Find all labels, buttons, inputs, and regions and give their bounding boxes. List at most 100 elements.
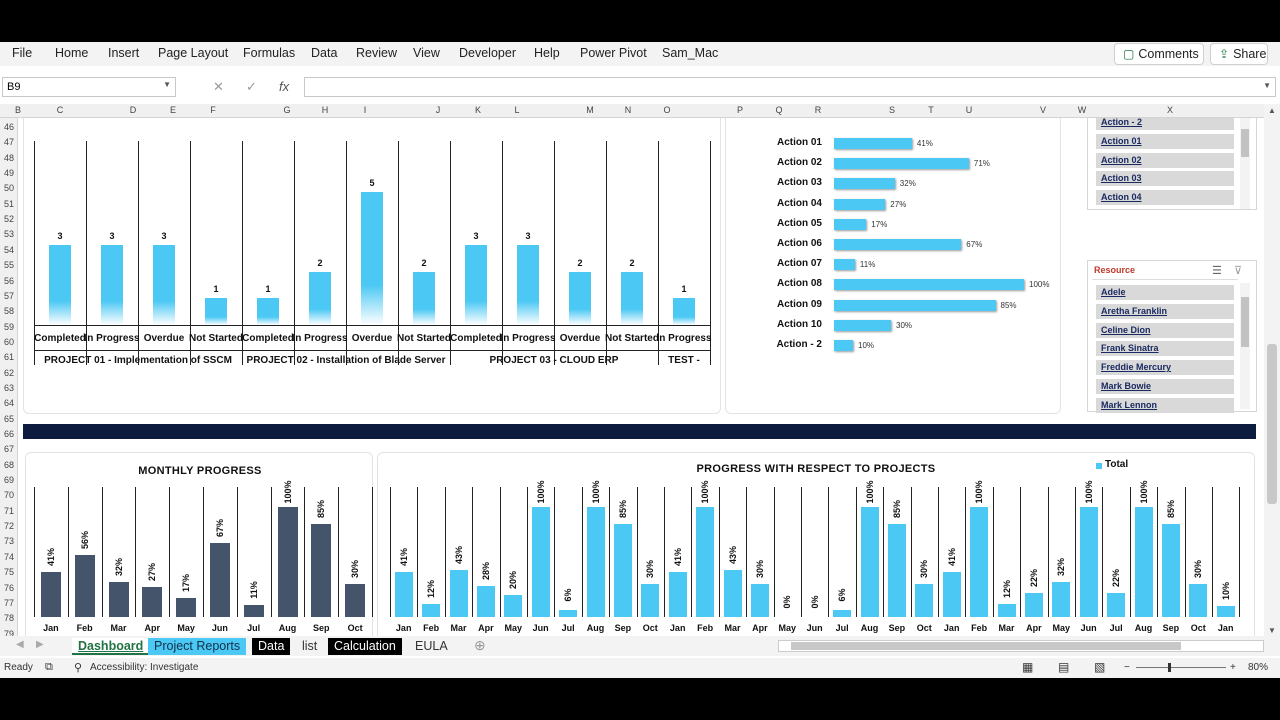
action-slicer-item[interactable]: Action 03: [1096, 171, 1234, 187]
accessibility-icon[interactable]: ⚲: [74, 662, 83, 674]
project-gridline: [910, 487, 912, 617]
horizontal-scrollbar[interactable]: [778, 640, 1264, 652]
status-category-label: Overdue: [559, 333, 601, 344]
column-header-N: N: [624, 105, 632, 115]
menu-view[interactable]: View: [413, 46, 440, 60]
share-button[interactable]: ⇪ Share: [1210, 43, 1268, 65]
project-bar: [668, 571, 687, 617]
clear-filter-icon[interactable]: ⊽: [1234, 265, 1243, 277]
action-slicer-scroll-thumb[interactable]: [1241, 129, 1249, 157]
resource-slicer-item[interactable]: Aretha Franklin: [1096, 303, 1234, 319]
tab-data[interactable]: Data: [252, 638, 291, 655]
project-month-label: Aug: [860, 623, 879, 633]
action-slicer-item[interactable]: Action 02: [1096, 152, 1234, 168]
menu-page-layout[interactable]: Page Layout: [158, 46, 229, 60]
scroll-up-icon[interactable]: ▲: [1268, 106, 1276, 115]
monthly-progress-panel[interactable]: MONTHLY PROGRESS 41% Jan 56% Feb 32% Mar 27% Apr…: [25, 452, 373, 638]
status-bar: [517, 245, 539, 325]
menu-data[interactable]: Data: [311, 46, 338, 60]
monthly-bar: [142, 587, 163, 617]
menu-developer[interactable]: Developer: [459, 46, 516, 60]
status-bar: [257, 298, 279, 325]
name-box[interactable]: B9 ▼: [2, 77, 176, 97]
resource-slicer-item[interactable]: Celine Dion: [1096, 322, 1234, 338]
monthly-month-label: Mar: [110, 623, 127, 633]
menu-sam-mac[interactable]: Sam_Mac: [662, 46, 719, 60]
add-sheet-icon[interactable]: ⊕: [474, 637, 486, 653]
project-month-label: Jul: [561, 623, 575, 633]
project-progress-title: PROGRESS WITH RESPECT TO PROJECTS: [696, 463, 936, 475]
vertical-scroll-thumb[interactable]: [1267, 344, 1277, 504]
action-slicer-item[interactable]: Action 01: [1096, 133, 1234, 149]
zoom-level[interactable]: 80%: [1248, 662, 1269, 673]
page-break-view-icon[interactable]: ▧: [1094, 660, 1106, 674]
action-slicer-scrollbar[interactable]: [1240, 118, 1250, 209]
project-month-label: Jan: [395, 623, 412, 633]
status-category-label: In Progress: [500, 333, 556, 344]
resource-slicer-item[interactable]: Adele: [1096, 285, 1234, 300]
action-label: Action 09: [776, 298, 822, 310]
action-slicer-item[interactable]: Action - 2: [1096, 118, 1234, 130]
accessibility-status[interactable]: Accessibility: Investigate: [90, 662, 199, 673]
project-progress-panel[interactable]: PROGRESS WITH RESPECT TO PROJECTS Total 41…: [377, 452, 1255, 638]
project-value-label: 30%: [754, 559, 765, 579]
resource-slicer-item[interactable]: Freddie Mercury: [1096, 360, 1234, 376]
comments-button[interactable]: ▢ Comments: [1114, 43, 1204, 65]
monthly-month-label: Jun: [211, 623, 228, 633]
page-layout-view-icon[interactable]: ▤: [1058, 660, 1070, 674]
zoom-slider[interactable]: [1136, 667, 1226, 668]
menu-help[interactable]: Help: [534, 46, 560, 60]
tab-calculation[interactable]: Calculation: [328, 638, 402, 655]
status-chart-panel[interactable]: 3 Completed 3 In Progress 3 Overdue 1 Not Start…: [23, 118, 721, 414]
action-slicer[interactable]: Action - 2 Action 01 Action 02 Action 03 Act…: [1087, 118, 1257, 210]
cancel-icon[interactable]: ✕: [213, 79, 224, 94]
formula-input[interactable]: ▼: [304, 77, 1276, 97]
vertical-scrollbar[interactable]: ▲ ▼: [1264, 104, 1280, 638]
confirm-icon[interactable]: ✓: [246, 79, 257, 94]
resource-slicer-scrollbar[interactable]: [1240, 283, 1250, 409]
menu-file[interactable]: File: [12, 46, 33, 60]
tab-project-reports[interactable]: Project Reports: [148, 638, 247, 655]
menu-power-pivot[interactable]: Power Pivot: [580, 46, 647, 60]
scroll-down-icon[interactable]: ▼: [1268, 626, 1276, 635]
normal-view-icon[interactable]: ▦: [1022, 660, 1034, 674]
zoom-in-icon[interactable]: +: [1230, 662, 1236, 673]
tab-scroll-right-icon[interactable]: ▶: [36, 639, 44, 650]
row-header-75: 75: [3, 567, 14, 578]
resource-slicer-item[interactable]: Frank Sinatra: [1096, 341, 1234, 357]
resource-slicer[interactable]: Resource ☰ ⊽ Adele Aretha Franklin Celine …: [1087, 260, 1257, 413]
status-bar: [413, 271, 435, 325]
project-bar: [1052, 581, 1071, 617]
dashboard-sheet[interactable]: 3 Completed 3 In Progress 3 Overdue 1 Not Start…: [19, 118, 1264, 638]
action-bar: [834, 178, 895, 190]
expand-formula-icon[interactable]: ▼: [1263, 81, 1271, 90]
function-icon[interactable]: fx: [279, 79, 290, 94]
status-bar-value-label: 2: [577, 257, 583, 268]
actions-chart-panel[interactable]: Action 01 41% Action 02 71% Action 03 32% Acti…: [725, 118, 1061, 414]
multi-select-icon[interactable]: ☰: [1212, 265, 1222, 277]
menu-insert[interactable]: Insert: [108, 46, 140, 60]
monthly-value-label: 32%: [113, 557, 124, 576]
menu-review[interactable]: Review: [356, 46, 397, 60]
macro-record-icon[interactable]: ⧉: [45, 661, 53, 673]
resource-slicer-item[interactable]: Mark Bowie: [1096, 379, 1234, 394]
tab-dashboard[interactable]: Dashboard: [72, 638, 150, 655]
tab-list[interactable]: list: [302, 639, 318, 653]
project-gridline: [938, 487, 939, 617]
zoom-out-icon[interactable]: −: [1124, 662, 1130, 673]
share-label: Share: [1233, 47, 1267, 61]
project-value-label: 30%: [1193, 559, 1204, 579]
tab-scroll-left-icon[interactable]: ◀: [16, 639, 24, 650]
zoom-slider-thumb[interactable]: [1168, 663, 1171, 672]
monthly-bar: [108, 581, 129, 617]
menu-home[interactable]: Home: [55, 46, 89, 60]
action-slicer-item[interactable]: Action 04: [1096, 190, 1234, 206]
resource-slicer-scroll-thumb[interactable]: [1241, 297, 1249, 347]
project-bar: [586, 507, 605, 617]
menu-formulas[interactable]: Formulas: [243, 46, 296, 60]
row-header-54: 54: [3, 244, 14, 255]
tab-eula[interactable]: EULA: [415, 639, 448, 653]
horizontal-scroll-thumb[interactable]: [791, 642, 1181, 650]
chevron-down-icon[interactable]: ▼: [163, 80, 171, 89]
resource-slicer-item[interactable]: Mark Lennon: [1096, 397, 1234, 413]
